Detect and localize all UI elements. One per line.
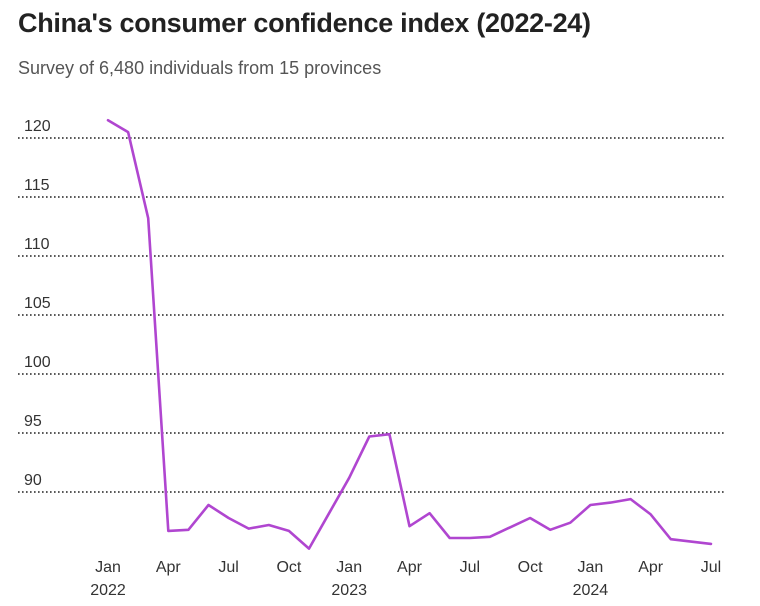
data-point[interactable] [688, 539, 694, 545]
data-point[interactable] [346, 475, 352, 481]
data-point[interactable] [125, 129, 131, 135]
data-point[interactable] [587, 502, 593, 508]
x-tick-year-label: 2023 [331, 582, 367, 599]
data-point[interactable] [648, 511, 654, 517]
x-tick-label: Apr [156, 559, 182, 576]
y-tick-label: 95 [24, 413, 42, 430]
x-tick-label: Jan [336, 559, 362, 576]
x-axis: Jan 2022 Apr Jul Oct Jan 2023 Apr Jul Oct Jan 2024 A… [90, 559, 721, 599]
data-point[interactable] [306, 546, 312, 552]
x-tick-label: Apr [638, 559, 664, 576]
data-point[interactable] [206, 502, 212, 508]
data-point[interactable] [487, 534, 493, 540]
y-tick-label: 110 [24, 236, 50, 253]
data-point[interactable] [326, 510, 332, 516]
x-tick-label: Jul [701, 559, 721, 576]
x-tick-year-label: 2022 [90, 582, 126, 599]
data-point[interactable] [447, 535, 453, 541]
data-point[interactable] [407, 523, 413, 529]
x-tick-label: Jul [460, 559, 480, 576]
data-point[interactable] [567, 520, 573, 526]
chart-title: China's consumer confidence index (2022-… [18, 8, 591, 38]
y-tick-label: 105 [24, 295, 51, 312]
data-point[interactable] [286, 528, 292, 534]
x-tick-label: Jan [95, 559, 121, 576]
y-tick-label: 115 [24, 177, 50, 194]
y-tick-label: 120 [24, 118, 51, 135]
y-tick-label: 100 [24, 354, 51, 371]
series-line-0 [106, 119, 713, 550]
data-point[interactable] [105, 117, 111, 123]
data-point[interactable] [366, 434, 372, 440]
x-tick-label: Jul [218, 559, 238, 576]
data-point[interactable] [145, 215, 151, 221]
data-point[interactable] [165, 528, 171, 534]
chart-subtitle: Survey of 6,480 individuals from 15 prov… [18, 58, 382, 78]
data-point[interactable] [527, 515, 533, 521]
x-tick-label: Oct [518, 559, 543, 576]
x-tick-label: Jan [578, 559, 604, 576]
y-tick-label: 90 [24, 472, 42, 489]
data-point[interactable] [266, 522, 272, 528]
data-point[interactable] [628, 496, 634, 502]
x-tick-label: Apr [397, 559, 423, 576]
series-layer [105, 117, 714, 552]
x-tick-year-label: 2024 [573, 582, 609, 599]
data-point[interactable] [226, 515, 232, 521]
data-point[interactable] [246, 526, 252, 532]
data-point[interactable] [427, 510, 433, 516]
x-tick-label: Oct [276, 559, 301, 576]
data-point[interactable] [507, 524, 513, 530]
data-point[interactable] [467, 535, 473, 541]
data-point[interactable] [608, 500, 614, 506]
data-point[interactable] [185, 527, 191, 533]
y-axis: 120 115 110 105 100 95 90 [24, 118, 51, 489]
data-point[interactable] [708, 541, 714, 547]
data-point[interactable] [547, 527, 553, 533]
data-point[interactable] [668, 536, 674, 542]
data-point[interactable] [386, 431, 392, 437]
grid-layer [18, 137, 726, 493]
